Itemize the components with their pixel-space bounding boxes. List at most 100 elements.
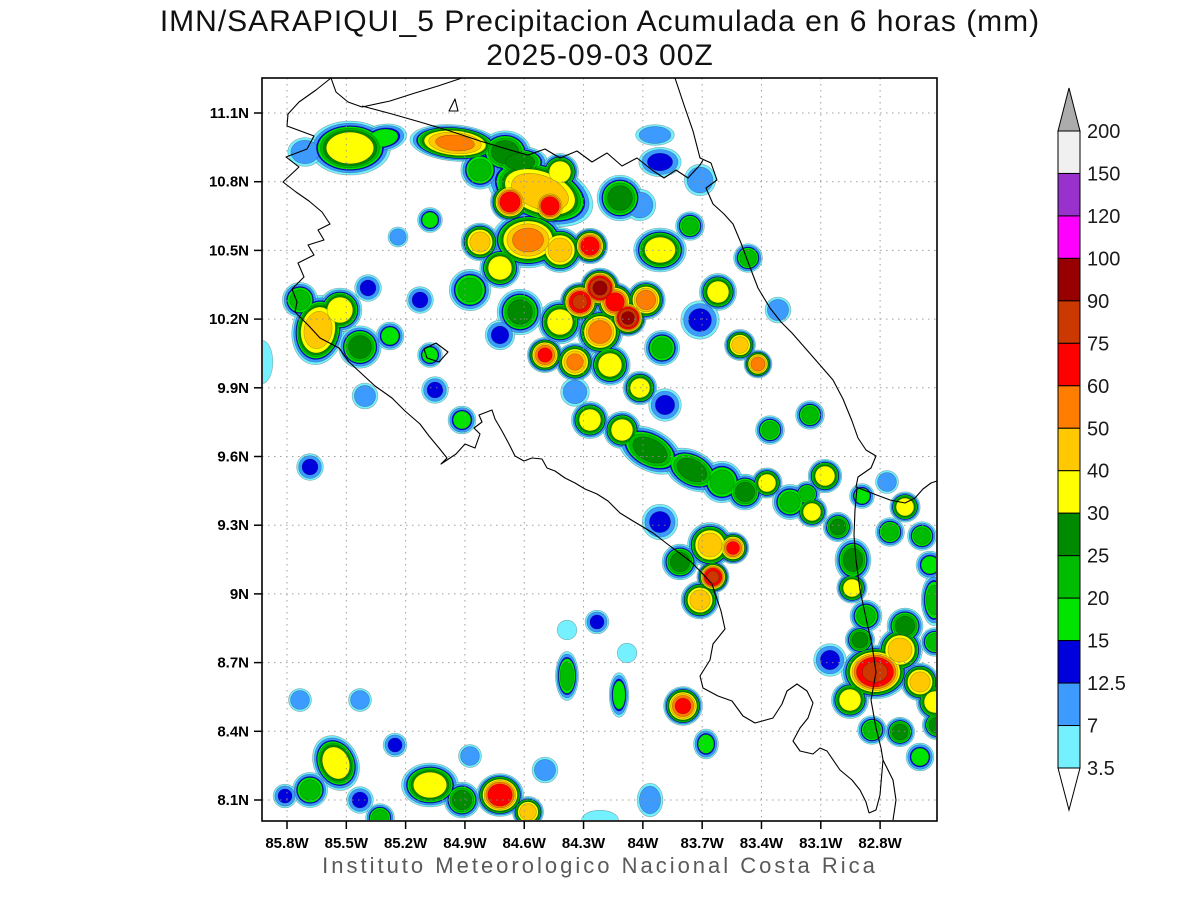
precip-contour (894, 615, 916, 637)
axis-ticks-and-labels: 85.8W 85.5W 85.2W 84.9W 84.6W 84.3W 84W 83.7W 83… (209, 105, 903, 852)
precip-contour (452, 410, 472, 430)
precip-contour (654, 394, 676, 416)
precip-contour (842, 548, 864, 572)
precip-contour (706, 570, 720, 584)
precip-contour (802, 502, 822, 522)
y-tick-label: 8.1N (217, 792, 249, 809)
coastline-caribbean-coast (674, 77, 938, 504)
colorbar-segment (1057, 555, 1081, 599)
coastline-island (448, 98, 459, 112)
precip-contour (635, 289, 657, 311)
precip-contour (512, 227, 544, 253)
x-tick-label: 84.6W (503, 835, 547, 852)
precip-contour (881, 523, 899, 541)
precip-contour (578, 408, 602, 432)
precip-contour (504, 153, 536, 171)
precip-contour (739, 249, 757, 267)
precip-contour (674, 697, 692, 715)
chart-subtitle: 2025-09-03 00Z (486, 39, 714, 72)
precip-contour (354, 385, 376, 407)
colorbar-segment (1057, 342, 1081, 387)
colorbar-over-arrow (1057, 87, 1081, 132)
x-tick-label: 85.8W (265, 835, 309, 852)
precip-contour (689, 589, 711, 611)
precip-contour (767, 299, 789, 321)
precip-contour (814, 465, 836, 487)
colorbar-segment (1057, 640, 1081, 684)
precip-contour (469, 231, 491, 253)
precip-contour (853, 487, 871, 505)
precip-contour (761, 421, 779, 439)
precip-contour (387, 737, 403, 753)
precip-contour (499, 191, 521, 213)
x-tick-label: 83.1W (799, 835, 843, 852)
colorbar-segment (1057, 470, 1081, 514)
precip-contour (547, 237, 573, 263)
x-tick-label: 82.8W (858, 835, 902, 852)
precip-contour (920, 555, 936, 575)
colorbar-tick-label: 150 (1087, 163, 1120, 185)
precip-contour (676, 457, 708, 483)
x-tick-label: 84W (627, 835, 659, 852)
precip-contour (263, 340, 274, 384)
colorbar-tick-label: 20 (1087, 588, 1109, 610)
precip-contour (838, 688, 862, 712)
colorbar-segment (1057, 682, 1081, 727)
y-tick-label: 9.9N (217, 380, 249, 397)
precip-contour (616, 642, 638, 664)
colorbar-tick-label: 7 (1087, 716, 1098, 738)
precip-contour (548, 160, 572, 184)
precip-contour (457, 277, 483, 303)
precip-contour (588, 320, 612, 344)
precip-contour (277, 788, 293, 804)
precip-contour (592, 280, 608, 296)
precip-contour (697, 532, 723, 558)
precip-contour (303, 311, 333, 349)
precip-contour (647, 152, 673, 172)
precip-contour (726, 541, 740, 555)
colorbar-segment (1057, 300, 1081, 344)
precip-contour (289, 289, 311, 311)
colorbar-tick-label: 3.5 (1087, 758, 1115, 780)
precip-contour (490, 325, 510, 345)
colorbar-tick-label: 90 (1087, 291, 1109, 313)
coastline-lake-nicaragua-shore (330, 77, 463, 108)
precip-contour (562, 379, 588, 405)
precip-contour (750, 356, 766, 372)
precip-contour (706, 280, 730, 304)
y-tick-label: 10.8N (209, 174, 249, 191)
precip-contour (451, 789, 473, 811)
gridlines (262, 78, 937, 821)
coastline-pacific-coast (282, 77, 870, 814)
colorbar-segment (1057, 172, 1081, 217)
x-tick-label: 85.5W (325, 835, 369, 852)
precip-contour (731, 336, 749, 354)
precip-contour (610, 418, 634, 442)
x-tick-label: 83.7W (680, 835, 724, 852)
precip-contour (909, 671, 931, 693)
x-tick-label: 85.2W (384, 835, 428, 852)
precip-contour (540, 196, 560, 216)
precip-contour (910, 747, 930, 767)
precip-contour (734, 481, 756, 503)
precip-contour (468, 158, 492, 182)
coastline-nicaragua-border (361, 105, 704, 179)
precip-contour (566, 353, 584, 371)
precip-contour (389, 228, 407, 246)
colorbar-under-arrow (1057, 767, 1081, 812)
x-tick-label: 84.9W (443, 835, 487, 852)
precip-contour (621, 311, 635, 325)
colorbar-tick-label: 100 (1087, 248, 1120, 270)
precip-contour (546, 308, 574, 336)
precip-contour (607, 185, 633, 211)
colorbar-tick-label: 75 (1087, 333, 1109, 355)
coastline-lake-arenal (423, 342, 449, 363)
precip-contour (589, 614, 605, 630)
precip-contour (299, 779, 321, 801)
precip-contour (819, 649, 841, 671)
y-tick-label: 8.4N (217, 723, 249, 740)
precip-contour (923, 690, 936, 714)
precip-contour (681, 217, 699, 235)
precip-contour (638, 126, 672, 144)
colorbar-tick-label: 30 (1087, 503, 1109, 525)
